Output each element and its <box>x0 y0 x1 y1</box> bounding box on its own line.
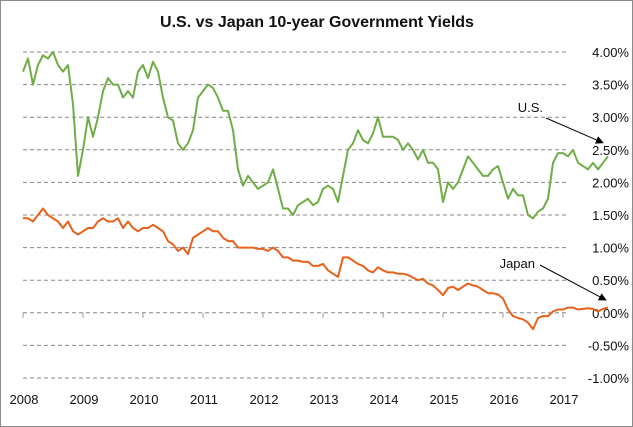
x-tick-label: 2015 <box>430 392 459 407</box>
y-tick-label: 0.00% <box>592 306 629 321</box>
x-tick-label: 2013 <box>310 392 339 407</box>
x-tick-label: 2014 <box>370 392 399 407</box>
x-tick-label: 2017 <box>550 392 579 407</box>
x-axis <box>22 312 569 318</box>
y-tick-label: 3.50% <box>592 78 629 93</box>
y-tick-label: 2.50% <box>592 143 629 158</box>
annotation-us-label: U.S. <box>518 100 543 115</box>
annotation-japan-label: Japan <box>500 256 535 271</box>
x-tick-label: 2010 <box>130 392 159 407</box>
gridlines <box>23 51 569 379</box>
y-tick-label: 4.00% <box>592 45 629 60</box>
x-tick-label: 2009 <box>70 392 99 407</box>
y-tick-label: 0.50% <box>592 273 629 288</box>
y-tick-label: 1.00% <box>592 241 629 256</box>
y-axis: 4.00% 3.50% 3.00% 2.50% 2.00% 1.50% 1.00% 0.50%… <box>588 45 630 386</box>
y-tick-label: 1.50% <box>592 208 629 223</box>
annotation-japan-arrow <box>539 264 607 301</box>
x-tick-label: 2016 <box>490 392 519 407</box>
series-line-japan <box>23 207 609 331</box>
y-tick-label: -0.50% <box>588 338 630 353</box>
x-tick-labels: 2008 2009 2010 2011 2012 2013 2014 2015 2016 2017 <box>10 392 579 407</box>
annotation-us-arrow <box>545 117 604 144</box>
y-tick-label: 3.00% <box>592 110 629 125</box>
series-line-us <box>22 51 609 220</box>
series-lines <box>22 51 609 331</box>
x-tick-label: 2011 <box>190 392 218 407</box>
x-tick-label: 2012 <box>250 392 279 407</box>
y-tick-label: 2.00% <box>592 175 629 190</box>
chart-title: U.S. vs Japan 10-year Government Yields <box>160 14 474 31</box>
y-tick-label: -1.00% <box>588 371 630 386</box>
x-tick-label: 2008 <box>10 392 39 407</box>
annotations: U.S. Japan <box>500 100 607 301</box>
